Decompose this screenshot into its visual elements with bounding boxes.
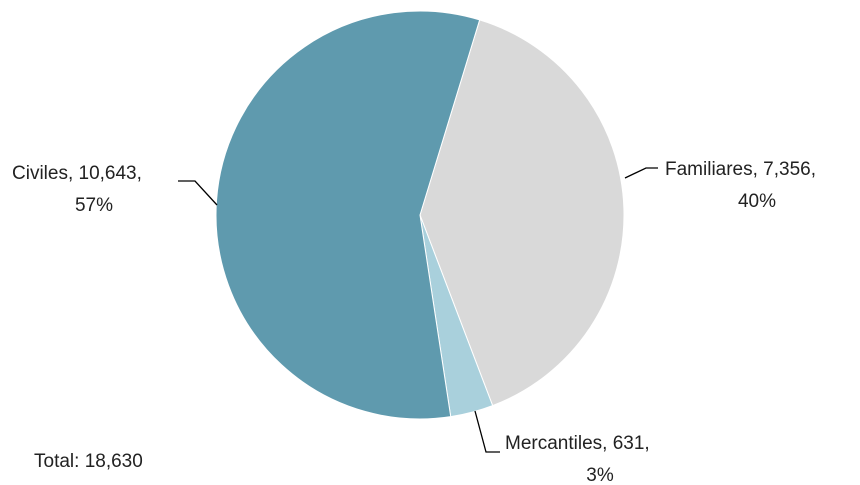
leader-line-mercantiles [474, 410, 500, 453]
leader-line-civiles [178, 180, 218, 206]
slice-percent-mercantiles: 3% [586, 465, 614, 485]
slice-label-civiles: Civiles, 10,643, [12, 163, 142, 184]
total-label: Total: 18,630 [34, 451, 143, 472]
leader-line-familiares [624, 167, 658, 179]
pie-slices [215, 10, 625, 420]
pie-slice-familiares [419, 19, 625, 407]
slice-percent-civiles: 57% [75, 195, 113, 216]
slice-label-mercantiles: Mercantiles, 631, [505, 433, 650, 454]
slice-percent-familiares: 40% [738, 191, 776, 212]
slice-label-familiares: Familiares, 7,356, [665, 159, 816, 180]
pie-slice-civiles [215, 10, 481, 420]
